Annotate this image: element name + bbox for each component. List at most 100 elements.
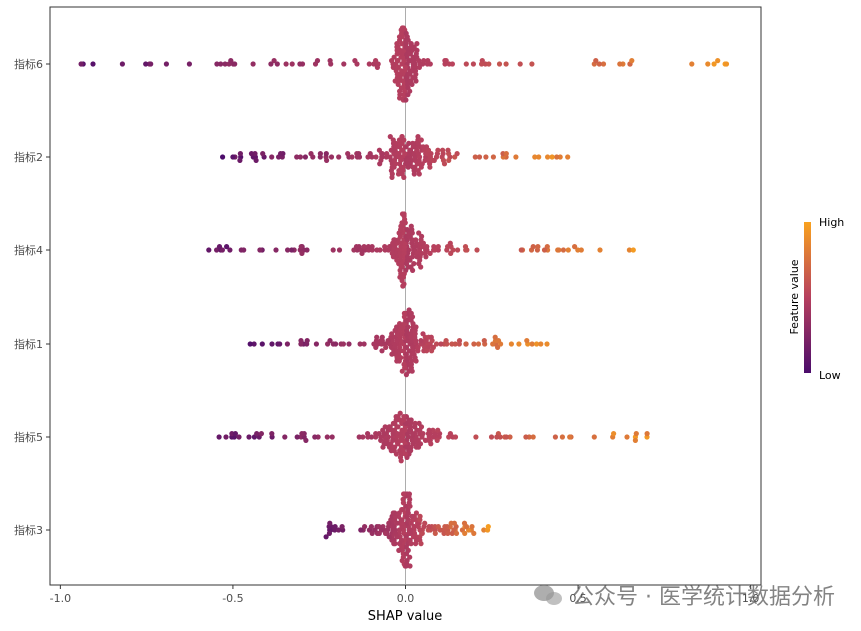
shap-point [476,154,483,160]
shap-point [357,341,363,347]
shap-point [495,344,501,350]
shap-point [401,310,407,316]
shap-point [251,341,257,347]
shap-point [469,524,475,530]
shap-point [411,171,417,177]
shap-point [435,244,441,250]
shap-point [413,541,419,547]
shap-point [269,154,275,160]
shap-point [119,61,125,67]
shap-point [524,338,530,344]
shap-point [394,58,400,64]
y-tick-label: 指标2 [14,150,43,164]
shap-point [508,341,514,347]
shap-point [365,244,371,250]
shap-point [362,524,368,530]
shap-point [409,368,415,374]
shap-point [246,434,252,440]
shap-point [397,321,403,327]
shap-point [284,341,290,347]
shap-point [541,247,548,253]
shap-point [304,338,310,344]
shap-point [443,338,449,344]
shap-point [544,341,550,347]
shap-point [390,64,396,70]
shap-point [222,61,228,67]
shap-point [394,534,400,540]
shap-point [591,434,597,440]
shap-point [388,448,394,454]
shap-point [560,247,567,253]
shap-point [257,247,263,253]
shap-point [285,247,291,253]
shap-point [405,264,412,270]
shap-point [283,61,289,67]
shap-point [323,151,329,157]
watermark: 公众号 · 医学统计数据分析 [534,579,835,611]
shap-point [394,324,400,330]
shap-point [237,157,243,163]
shap-point [393,451,399,457]
shap-point [689,61,695,67]
shap-point [441,530,447,537]
shap-point [227,247,233,253]
shap-point [416,230,422,236]
shap-point [440,147,446,153]
shap-point [420,431,426,437]
shap-point [556,247,562,253]
shap-point [536,154,542,160]
shap-point [492,334,498,340]
shap-point [232,61,238,67]
shap-point [422,437,429,443]
shap-point [534,341,540,347]
shap-point [414,254,420,260]
shap-point [361,244,367,250]
shap-point [163,61,169,67]
shap-point [404,227,410,233]
shap-point [446,157,452,163]
shap-point [394,41,400,47]
shap-point [332,524,338,530]
legend: Feature value High Low [788,216,844,382]
shap-point [418,541,424,547]
shap-point [374,64,380,70]
shap-point [253,157,259,163]
shap-point [435,524,441,530]
shap-point [294,434,300,440]
watermark-text: 公众号 · 医学统计数据分析 [572,585,835,610]
shap-point [401,174,407,180]
shap-point [236,434,242,440]
shap-point [435,427,441,433]
shap-point [389,351,395,357]
x-axis-title: SHAP value [368,609,442,624]
shap-point [298,338,304,344]
shap-point [382,530,389,537]
shap-point [308,151,314,157]
shap-point [490,341,496,347]
shap-point [219,247,225,253]
shap-point [611,431,617,437]
shap-point [445,530,451,537]
shap-point [369,244,375,250]
shap-point [565,247,571,253]
shap-point [407,530,413,537]
shap-point [481,527,487,533]
shap-point [214,247,220,253]
shap-point [384,151,390,157]
shap-point [416,64,422,70]
shap-point [503,434,509,440]
shap-point [567,434,573,440]
shap-point [417,513,423,520]
shap-point [327,338,333,344]
shap-point [523,434,529,440]
shap-point [419,530,425,537]
shap-point [565,154,571,160]
x-tick-label: 0.5 [569,592,587,605]
shap-point [271,58,277,64]
shap-point [329,434,335,440]
shap-point [471,341,477,347]
shap-point [413,78,419,84]
shap-point [408,223,414,229]
shap-point [410,164,416,170]
